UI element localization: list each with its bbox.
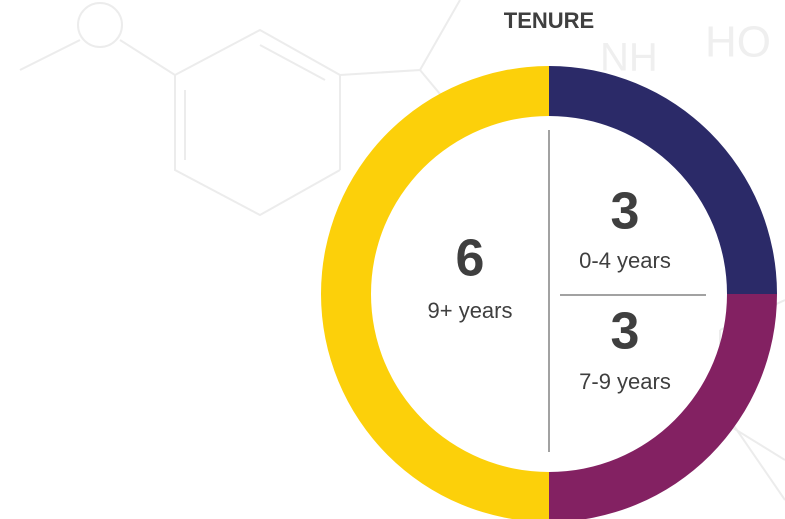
background-text: HO <box>705 18 771 67</box>
value-label: 3 <box>611 303 640 361</box>
category-label: 0-4 years <box>579 248 671 273</box>
donut-segment <box>321 66 549 519</box>
donut-segment <box>549 294 777 519</box>
value-label: 6 <box>456 230 485 288</box>
background-molecule: NH HO <box>19 0 785 501</box>
donut-segment <box>549 66 777 294</box>
category-label: 7-9 years <box>579 369 671 394</box>
category-label: 9+ years <box>428 298 513 323</box>
background-text: NH <box>600 36 658 80</box>
chart-title: TENURE <box>504 8 594 33</box>
value-label: 3 <box>611 183 640 241</box>
